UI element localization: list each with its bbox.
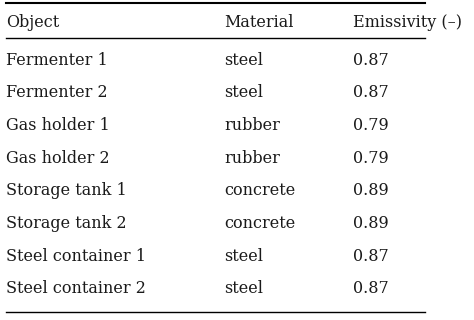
Text: Storage tank 2: Storage tank 2 xyxy=(6,215,126,232)
Text: steel: steel xyxy=(224,52,263,68)
Text: Fermenter 2: Fermenter 2 xyxy=(6,84,107,101)
Text: Gas holder 2: Gas holder 2 xyxy=(6,149,109,167)
Text: 0.89: 0.89 xyxy=(353,182,388,199)
Text: 0.87: 0.87 xyxy=(353,280,388,297)
Text: Steel container 2: Steel container 2 xyxy=(6,280,146,297)
Text: rubber: rubber xyxy=(224,149,280,167)
Text: concrete: concrete xyxy=(224,215,295,232)
Text: Steel container 1: Steel container 1 xyxy=(6,248,146,265)
Text: 0.89: 0.89 xyxy=(353,215,388,232)
Text: Material: Material xyxy=(224,13,293,30)
Text: concrete: concrete xyxy=(224,182,295,199)
Text: Storage tank 1: Storage tank 1 xyxy=(6,182,127,199)
Text: steel: steel xyxy=(224,280,263,297)
Text: Object: Object xyxy=(6,13,59,30)
Text: Emissivity (–): Emissivity (–) xyxy=(353,13,462,30)
Text: 0.87: 0.87 xyxy=(353,84,388,101)
Text: 0.79: 0.79 xyxy=(353,117,388,134)
Text: 0.87: 0.87 xyxy=(353,248,388,265)
Text: steel: steel xyxy=(224,84,263,101)
Text: 0.79: 0.79 xyxy=(353,149,388,167)
Text: steel: steel xyxy=(224,248,263,265)
Text: Fermenter 1: Fermenter 1 xyxy=(6,52,108,68)
Text: Gas holder 1: Gas holder 1 xyxy=(6,117,109,134)
Text: 0.87: 0.87 xyxy=(353,52,388,68)
Text: rubber: rubber xyxy=(224,117,280,134)
